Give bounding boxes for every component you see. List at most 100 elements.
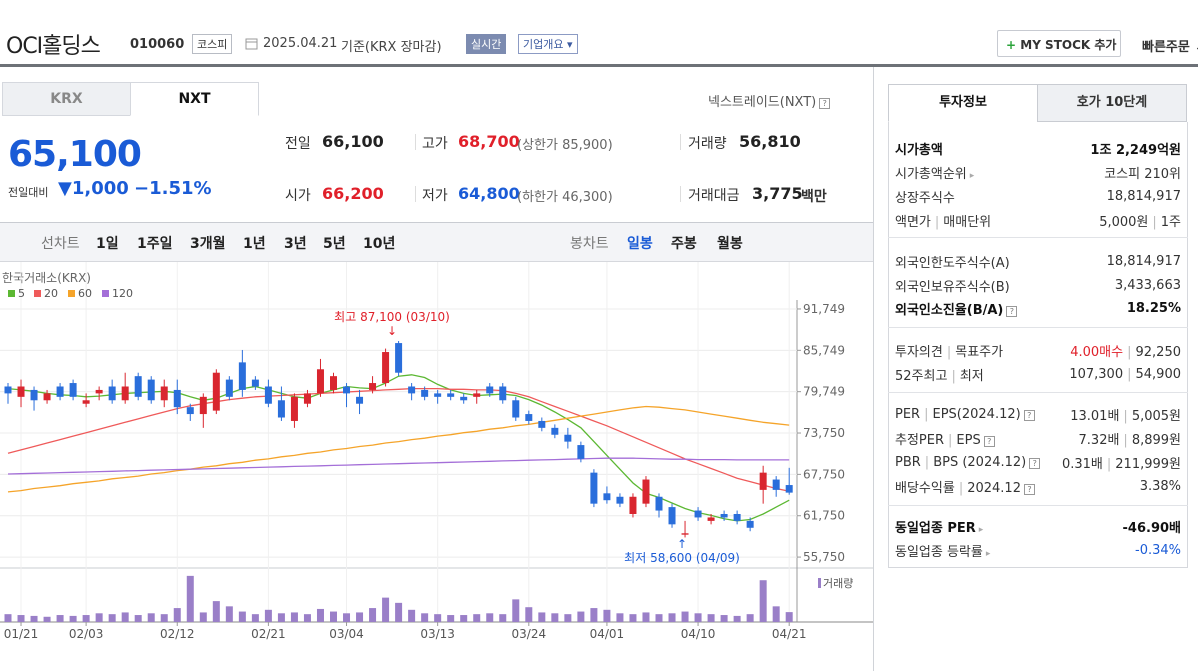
separator: | [1152,214,1157,230]
info-label-text: PER [895,406,921,422]
volume-bar [356,612,364,622]
period-button[interactable]: 1년 [243,236,266,252]
quick-order-label: 빠른주문 [1142,40,1190,55]
candle-body [173,389,181,408]
candle-body [629,496,637,514]
info-row: 시가총액 1조 2,249억원 [895,137,1181,159]
company-info-button[interactable]: 기업개요 ▾ [518,34,578,54]
candle-body [303,393,311,404]
info-label-text: EPS [956,432,981,448]
volume-bar [512,599,520,622]
x-tick-label: 04/01 [590,627,625,641]
separator [680,134,681,150]
info-label: 추정PER | EPS? [895,429,995,448]
stat-value: 56,810 [739,132,801,151]
separator: | [1127,366,1132,382]
help-icon[interactable]: ? [1023,483,1035,495]
info-label-text: 동일업종 PER [895,520,976,536]
candle-body [356,396,364,404]
volume-bar [408,609,416,622]
info-label-text: 2024.12 [967,480,1021,496]
candle-body [499,386,507,401]
period-button[interactable]: 3년 [284,236,307,252]
candle-body [707,517,715,521]
candle-body [460,396,468,401]
candle-body [225,379,233,397]
info-value: 0.31배 | 211,999원 [1062,453,1181,472]
info-label: 외국인한도주식수(A) [895,252,1010,271]
period-button[interactable]: 10년 [363,236,396,252]
y-tick-label: 79,749 [803,385,845,399]
info-value-text: 92,250 [1135,344,1182,360]
market-badge: 코스피 [192,34,233,54]
volume-bar [264,609,272,622]
change-label: 전일대비 [8,186,49,199]
info-tab[interactable]: 호가 10단계 [1037,84,1187,122]
volume-bar [160,614,168,622]
stock-name: OCI홀딩스 [6,34,101,59]
my-stock-button[interactable]: + MY STOCK 추가 [997,30,1121,57]
quick-order[interactable]: 빠른주문 ⌄ [1142,36,1198,55]
info-value-text: 18,814,917 [1106,188,1181,204]
info-row: 외국인보유주식수(B) 3,433,663 [895,274,1181,296]
stat-note: (상한가 85,900) [517,138,613,153]
candle-body [512,400,520,418]
info-row: 외국인소진율(B/A)? 18.25% [895,297,1181,319]
separator [680,186,681,202]
separator: | [1127,344,1132,360]
help-icon[interactable]: ? [1023,409,1035,421]
period-button[interactable]: 5년 [323,236,346,252]
legend-swatch [102,290,109,297]
volume-bar [316,608,324,622]
info-value-text: 4.00매수 [1070,344,1124,360]
stat-value: 68,700 [458,132,520,151]
candle-body [408,386,416,394]
volume-bar [303,614,311,622]
volume-bar [759,580,767,622]
help-icon[interactable]: ? [1029,457,1041,469]
info-value-text: 107,300 [1069,366,1124,382]
legend-label: 60 [78,287,92,300]
candle-body [4,386,12,394]
section-divider [888,237,1188,238]
info-label: 배당수익률 | 2024.12? [895,477,1035,496]
help-icon[interactable]: ? [1006,305,1018,317]
x-tick-label: 04/10 [681,627,716,641]
candle-period[interactable]: 일봉 [627,236,653,252]
candle-body [56,386,64,397]
info-row: 투자의견 | 목표주가 4.00매수 | 92,250 [895,339,1181,361]
candle-body [369,383,377,390]
legend-swatch [68,290,75,297]
realtime-button[interactable]: 실시간 [466,34,507,54]
my-stock-label: MY STOCK 추가 [1020,38,1117,52]
volume-bar [616,613,624,622]
candle-period[interactable]: 월봉 [717,236,743,252]
exchange-tab[interactable]: KRX [2,82,131,116]
y-tick-label: 73,750 [803,426,845,440]
candle-body [147,379,155,401]
volume-bar [473,614,481,622]
volume-bar [238,611,246,622]
volume-bar [121,612,129,622]
volume-bar [603,609,611,622]
info-value: 13.01배 | 5,005원 [1070,405,1181,424]
nxt-link[interactable]: 넥스트레이드(NXT)? [708,91,831,110]
info-label-text: 목표주가 [955,344,1004,360]
candle-period[interactable]: 주봉 [671,236,697,252]
candle-body [160,386,168,401]
volume-bar [447,615,455,622]
exchange-tab[interactable]: NXT [130,82,259,116]
volume-bar [694,613,702,622]
period-button[interactable]: 1일 [96,236,119,252]
separator: | [924,406,929,422]
period-button[interactable]: 1주일 [137,236,173,252]
volume-bar [421,613,429,622]
info-tab[interactable]: 투자정보 [888,84,1038,122]
info-label-text: 최저 [959,368,984,384]
help-icon[interactable]: ? [983,435,995,447]
info-label: 액면가 | 매매단위 [895,211,991,230]
candle-body [277,400,285,418]
period-button[interactable]: 3개월 [190,236,226,252]
volume-bar [173,608,181,622]
volume-bar [82,615,90,622]
